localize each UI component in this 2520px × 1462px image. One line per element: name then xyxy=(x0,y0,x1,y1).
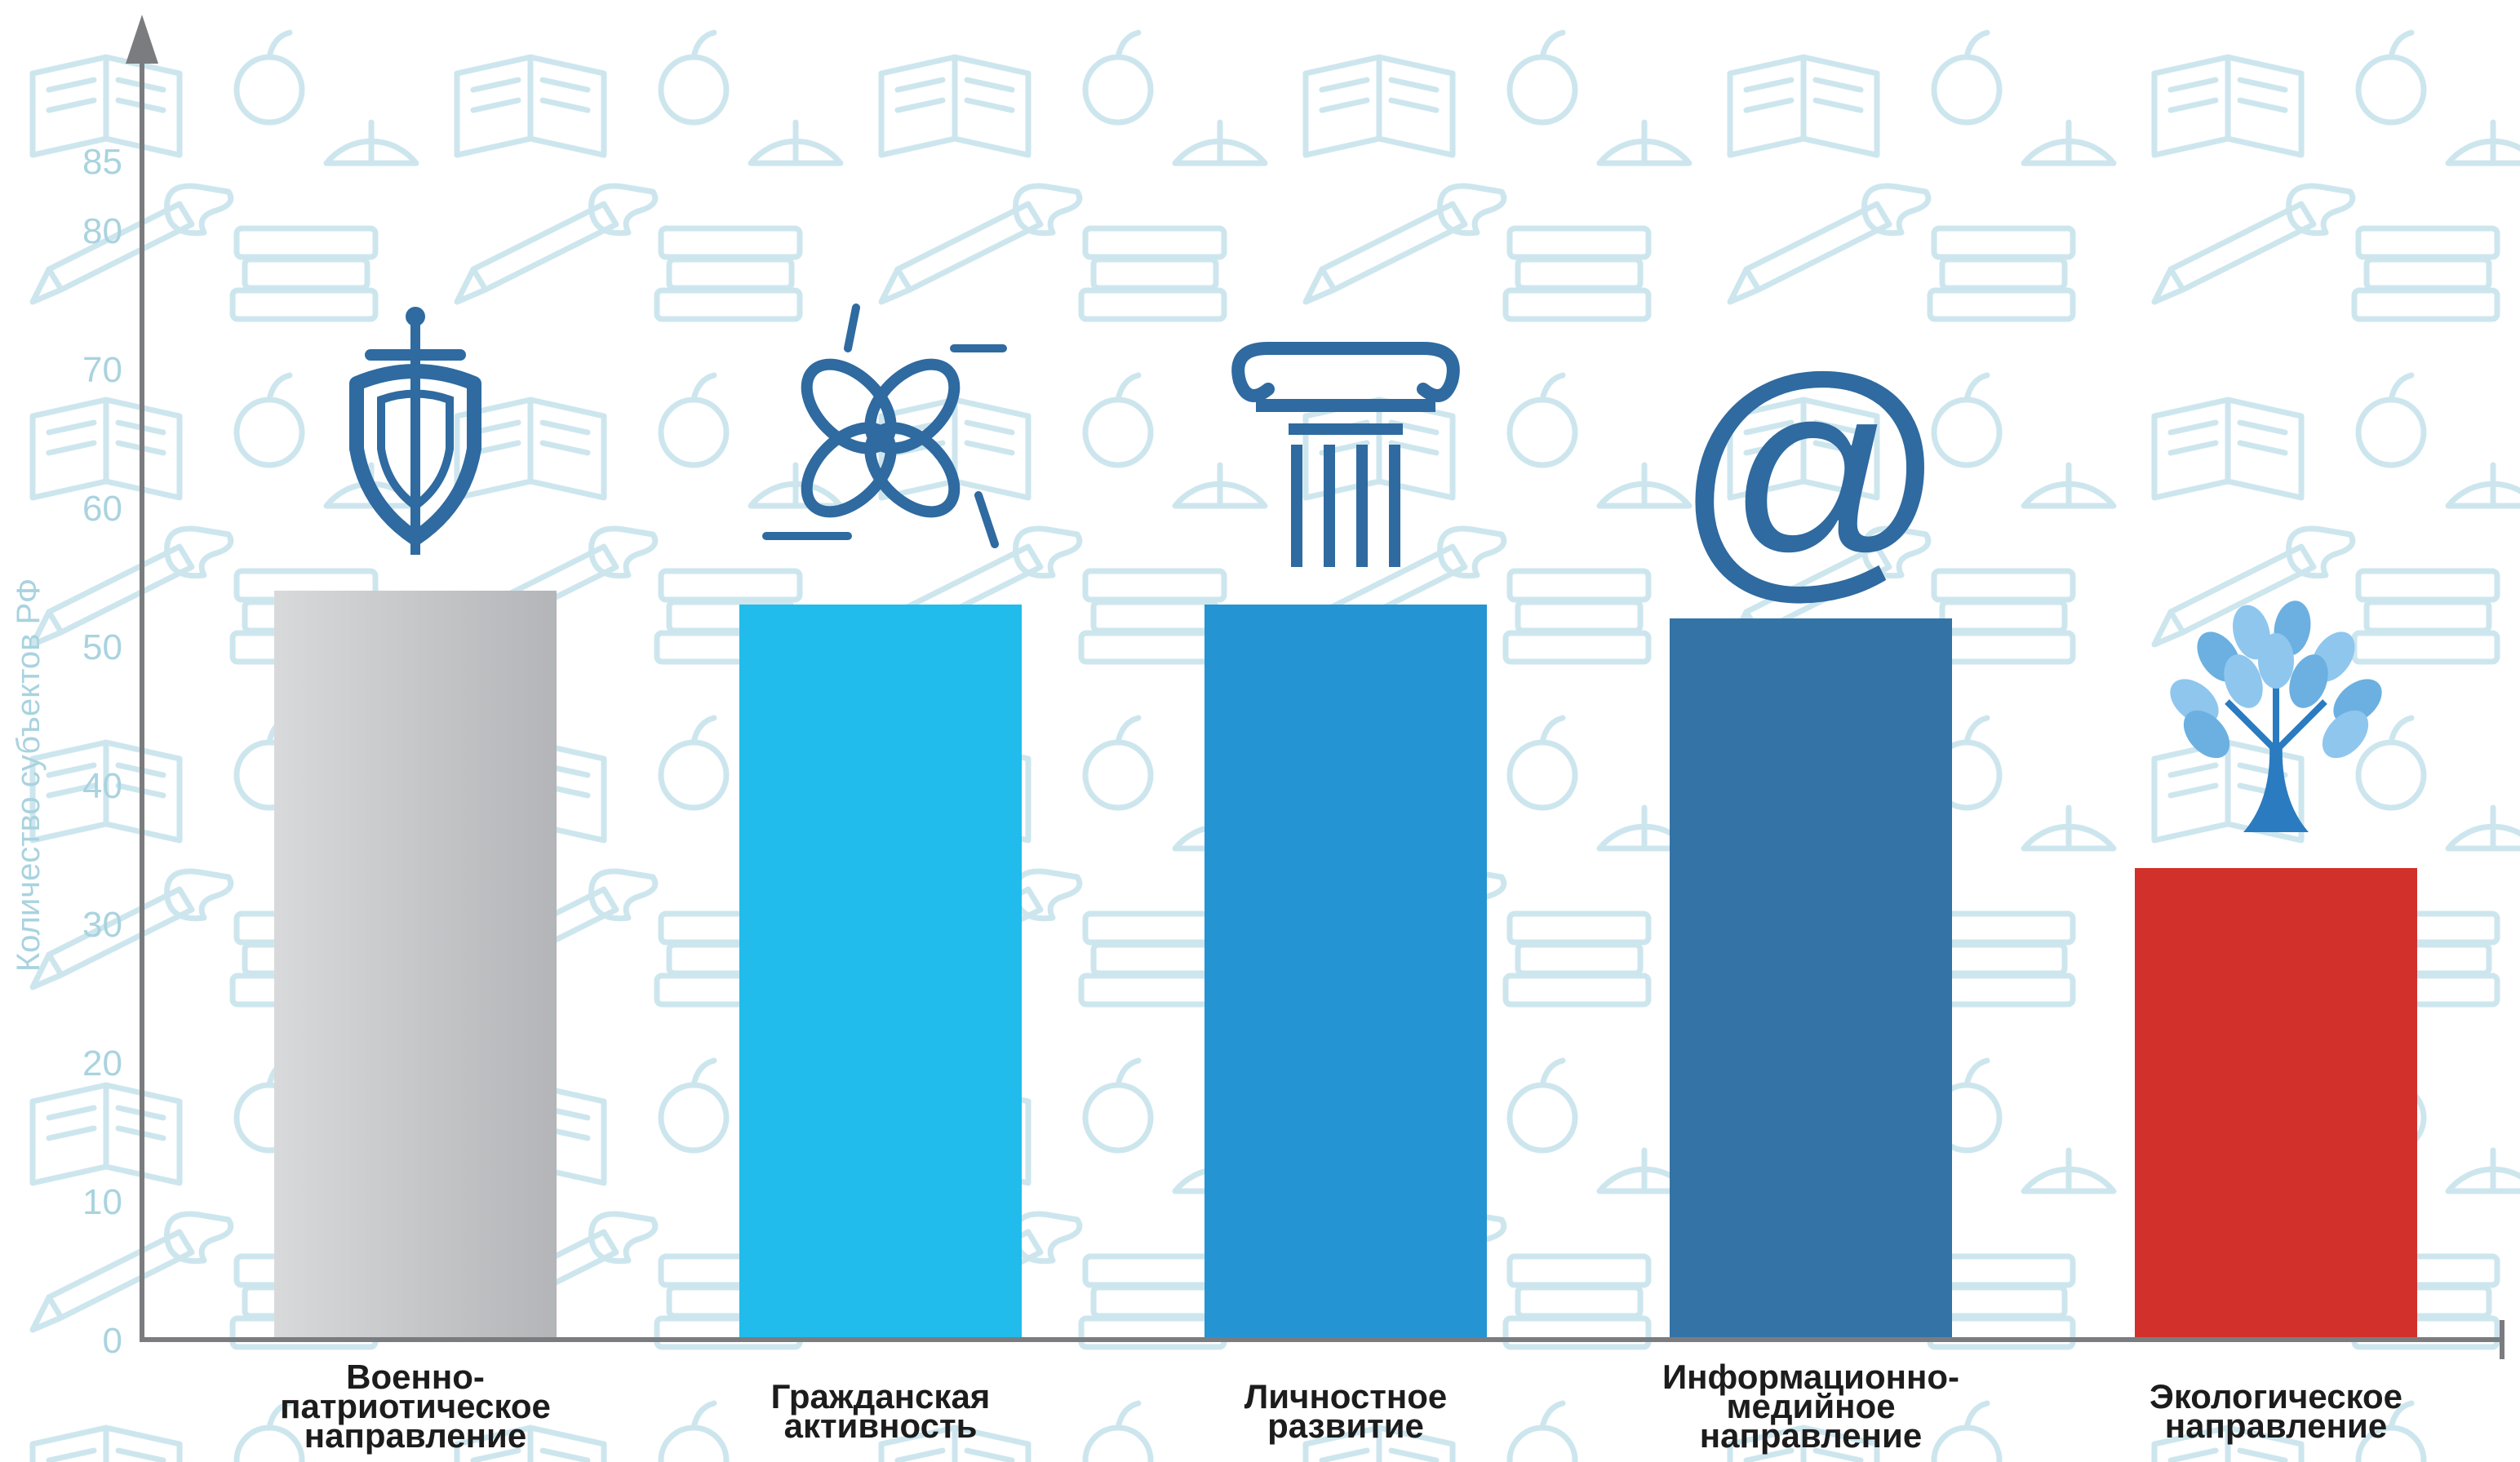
y-tick-label-60: 60 xyxy=(82,489,122,529)
tree-icon xyxy=(2170,600,2382,832)
y-axis-arrow xyxy=(126,15,158,64)
x-category-labels: Военно-патриотическое направление Гражданс… xyxy=(280,1358,2402,1455)
bars-layer xyxy=(274,591,2417,1340)
y-tick-label-80: 80 xyxy=(82,211,122,251)
y-tick-label-50: 50 xyxy=(82,627,122,667)
bar-1 xyxy=(274,591,557,1340)
bar-3 xyxy=(1205,605,1487,1340)
joined-hands-icon xyxy=(762,303,1007,548)
y-tick-label-30: 30 xyxy=(82,905,122,945)
category-label-1: Военно-патриотическое направление xyxy=(280,1358,551,1455)
category-label-3: Личностное развитие xyxy=(1244,1377,1447,1445)
bar-2 xyxy=(739,605,1022,1340)
column-icon xyxy=(1231,342,1460,567)
y-tick-labels: 0 10 20 30 40 50 60 70 80 85 xyxy=(82,142,122,1361)
svg-text:@: @ xyxy=(1675,322,1948,623)
y-tick-label-10: 10 xyxy=(82,1182,122,1222)
category-label-5: Экологическое направление xyxy=(2150,1377,2402,1445)
y-tick-label-70: 70 xyxy=(82,350,122,390)
icons-layer: @ xyxy=(349,303,2382,832)
category-label-2: Гражданская активность xyxy=(771,1377,991,1445)
y-tick-label-85: 85 xyxy=(82,142,122,182)
y-tick-label-20: 20 xyxy=(82,1043,122,1083)
bar-5 xyxy=(2135,868,2417,1340)
shield-sword-icon xyxy=(349,307,481,555)
category-label-4: Информационно-медийное направление xyxy=(1662,1358,1959,1455)
y-axis-label: Количество субъектов РФ xyxy=(11,578,47,972)
bar-4 xyxy=(1670,618,1952,1340)
y-tick-label-0: 0 xyxy=(103,1321,122,1361)
at-sign-icon: @ xyxy=(1675,322,1948,623)
y-tick-label-40: 40 xyxy=(82,766,122,806)
